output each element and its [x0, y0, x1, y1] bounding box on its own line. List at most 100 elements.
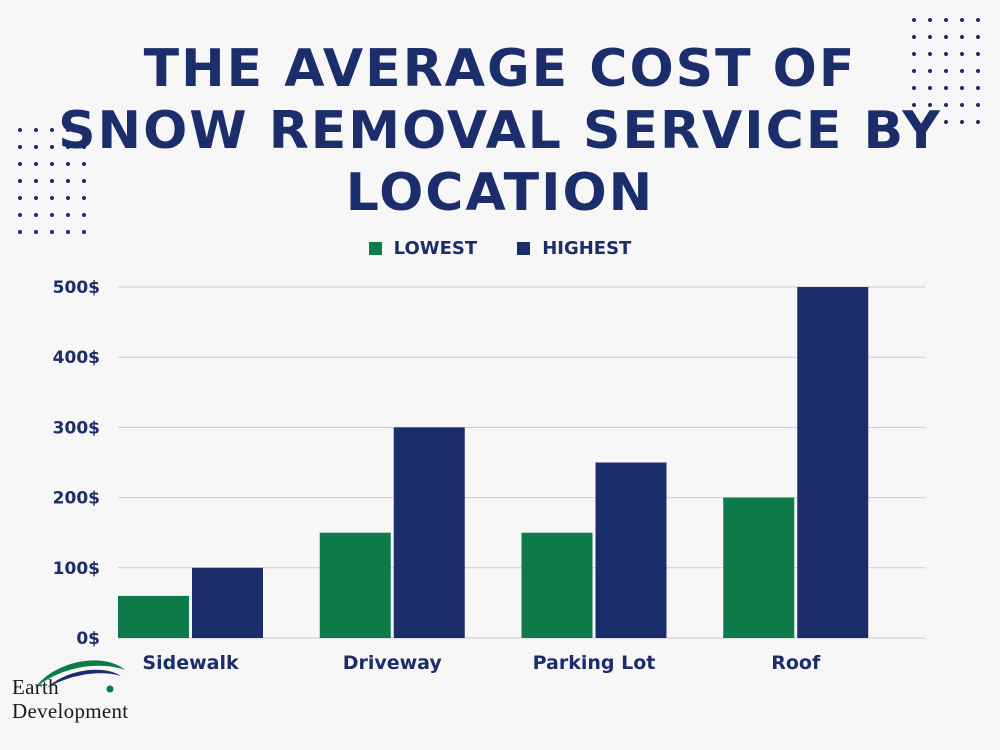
decorative-dot [18, 196, 22, 200]
y-tick-label: 100$ [53, 559, 100, 579]
y-tick-label: 300$ [53, 418, 100, 438]
decorative-dot [82, 196, 86, 200]
decorative-dot [960, 69, 964, 73]
legend-swatch-highest [517, 242, 531, 255]
decorative-dot [944, 103, 948, 107]
bar-lowest-roof [723, 497, 795, 638]
decorative-dot [944, 35, 948, 39]
decorative-dot [928, 18, 932, 22]
decorative-dot [34, 196, 38, 200]
decorative-dot [50, 213, 54, 217]
decorative-dot [66, 196, 70, 200]
logo-swoosh-icon [35, 660, 125, 693]
decorative-dot [18, 230, 22, 234]
decorative-dot [50, 145, 54, 149]
decorative-dot [976, 18, 980, 22]
decorative-dot [944, 18, 948, 22]
decorative-dot [960, 52, 964, 56]
y-tick-label: 400$ [53, 348, 100, 368]
title-line-2: SNOW REMOVAL SERVICE BY [58, 101, 942, 161]
y-tick-label: 200$ [53, 489, 100, 509]
logo-word-development: Development [12, 699, 129, 723]
decorative-dot [66, 145, 70, 149]
decorative-dot [928, 120, 932, 124]
decorative-dot [928, 69, 932, 73]
decorative-dot [960, 18, 964, 22]
decorative-dot [82, 179, 86, 183]
decorative-dot [912, 103, 916, 107]
decorative-dot [960, 35, 964, 39]
legend: LOWEST HIGHEST [0, 238, 1000, 259]
bar-highest-sidewalk [192, 567, 263, 638]
decorative-dot [50, 230, 54, 234]
decorative-dot [50, 128, 54, 132]
decorative-dot [976, 35, 980, 39]
decorative-dot [928, 86, 932, 90]
y-tick-label: 0$ [76, 629, 100, 649]
legend-label-lowest: LOWEST [393, 238, 478, 259]
decorative-dot [50, 196, 54, 200]
decorative-dot [928, 103, 932, 107]
decorative-dot [82, 162, 86, 166]
chart-title: THE AVERAGE COST OF SNOW REMOVAL SERVICE… [0, 38, 1000, 224]
decorative-dot [912, 18, 916, 22]
decorative-dot [82, 213, 86, 217]
bar-lowest-driveway [319, 532, 391, 638]
decorative-dot [960, 120, 964, 124]
decorative-dot [66, 230, 70, 234]
x-tick-label: Driveway [343, 652, 443, 674]
decorative-dot [34, 213, 38, 217]
decorative-dot [960, 103, 964, 107]
decorative-dot [976, 86, 980, 90]
decorative-dot [34, 128, 38, 132]
decorative-dot [18, 213, 22, 217]
x-tick-label: Parking Lot [533, 652, 656, 674]
decorative-dot [82, 145, 86, 149]
x-tick-label: Sidewalk [142, 652, 239, 674]
decorative-dot [944, 120, 948, 124]
decorative-dot [66, 179, 70, 183]
title-line-3: LOCATION [345, 163, 655, 223]
decorative-dot [976, 103, 980, 107]
decorative-dot [82, 128, 86, 132]
decorative-dot [34, 230, 38, 234]
decorative-dot [34, 145, 38, 149]
bar-lowest-parking-lot [521, 532, 593, 638]
decorative-dot [944, 86, 948, 90]
decorative-dot [18, 145, 22, 149]
decorative-dot [66, 128, 70, 132]
decorative-dot [976, 52, 980, 56]
decorative-dot [976, 120, 980, 124]
decorative-dot [944, 69, 948, 73]
legend-label-highest: HIGHEST [542, 238, 632, 259]
decorative-dot [944, 52, 948, 56]
bar-highest-driveway [393, 427, 465, 638]
legend-item-lowest: LOWEST [368, 238, 478, 259]
decorative-dot [82, 230, 86, 234]
x-tick-label: Roof [771, 652, 821, 674]
decorative-dot [66, 213, 70, 217]
bar-highest-parking-lot [595, 462, 667, 638]
bar-highest-roof [797, 287, 869, 638]
logo-word-earth: Earth [12, 675, 59, 699]
decorative-dot [912, 35, 916, 39]
title-line-1: THE AVERAGE COST OF [143, 39, 857, 99]
decorative-dot [912, 86, 916, 90]
decorative-dot [18, 162, 22, 166]
y-tick-label: 500$ [53, 278, 100, 298]
legend-swatch-lowest [368, 242, 382, 255]
bar-lowest-sidewalk [118, 595, 189, 638]
decorative-dot [50, 162, 54, 166]
legend-item-highest: HIGHEST [517, 238, 631, 259]
decorative-dot [928, 52, 932, 56]
decorative-dot [18, 179, 22, 183]
decorative-dot [912, 52, 916, 56]
company-logo: Earth Development [10, 654, 185, 729]
decorative-dot [34, 179, 38, 183]
decorative-dot [34, 162, 38, 166]
decorative-dot [912, 120, 916, 124]
decorative-dot [960, 86, 964, 90]
decorative-dot [18, 128, 22, 132]
decorative-dot [66, 162, 70, 166]
